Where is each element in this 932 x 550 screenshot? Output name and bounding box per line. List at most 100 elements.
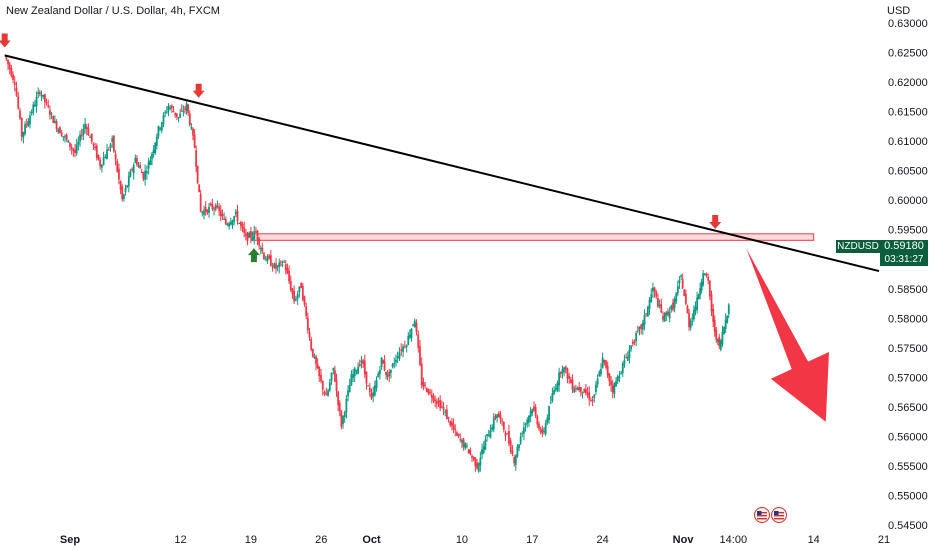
candle-body: [310, 339, 313, 350]
candle-body: [12, 74, 14, 80]
price-tick-label: 0.61500: [888, 107, 928, 119]
candle-body: [241, 224, 244, 229]
candle-body: [479, 457, 482, 466]
candle-body: [195, 150, 198, 167]
candle-body: [650, 294, 653, 303]
candle-body: [439, 400, 442, 409]
price-tick-label: 0.60500: [888, 166, 928, 178]
candle-body: [718, 336, 721, 347]
candle-body: [583, 388, 586, 393]
us-flag-event-icon-2[interactable]: [771, 507, 787, 523]
candle-body: [327, 390, 329, 396]
candle-body: [187, 104, 190, 113]
trendline[interactable]: [4, 54, 880, 273]
candle-body: [593, 394, 596, 398]
candle-body: [665, 312, 668, 316]
candle-body: [7, 59, 9, 65]
candle-body: [683, 289, 686, 297]
candle-body: [686, 305, 689, 314]
candle-body: [391, 363, 394, 367]
candle-body: [17, 96, 20, 109]
candle-body: [526, 419, 529, 424]
candle-body: [375, 379, 378, 389]
candle-body: [590, 400, 592, 402]
candle-body: [724, 319, 727, 329]
candle-body: [630, 345, 633, 350]
candle-body: [727, 304, 730, 315]
candle-body: [693, 309, 695, 320]
candle-body: [380, 357, 383, 368]
candle-body: [541, 428, 544, 434]
candle-body: [313, 356, 316, 358]
candle-body: [549, 402, 552, 404]
candle-body: [154, 142, 157, 153]
candle-body: [623, 359, 626, 365]
candle-body: [180, 110, 183, 112]
time-axis[interactable]: Sep 12 19 26 Oct 10 17 24 Nov 14:00 14 21: [60, 534, 890, 546]
candle-body: [451, 421, 453, 426]
projection-arrow[interactable]: [746, 248, 830, 422]
candle-body: [251, 236, 254, 241]
price-tick-label: 0.61000: [888, 136, 928, 148]
candle-body: [85, 126, 88, 129]
candle-body: [518, 444, 520, 448]
candle-body: [553, 389, 555, 395]
price-axis[interactable]: 0.63000 0.62500 0.62000 0.61500 0.61000 0.605…: [888, 18, 928, 532]
candle-body: [142, 172, 145, 180]
candle-body: [613, 383, 616, 395]
candle-body: [38, 91, 41, 95]
candle-body: [691, 317, 694, 320]
candle-body: [57, 129, 60, 133]
candle-body: [569, 379, 572, 384]
candle-body: [444, 411, 447, 413]
candle-body: [721, 331, 724, 345]
time-tick-label: Sep: [60, 534, 80, 546]
candle-body: [342, 416, 344, 424]
price-tick-label: 0.58500: [888, 284, 928, 296]
candle-body: [170, 105, 173, 109]
candle-body: [697, 294, 700, 300]
candle-body: [303, 296, 306, 305]
candle-body: [268, 255, 271, 259]
candle-body: [620, 372, 622, 374]
candle-body: [226, 224, 229, 226]
candle-body: [185, 103, 188, 111]
candle-body: [213, 208, 215, 210]
candle-body: [246, 232, 249, 242]
currency-label: USD: [887, 5, 911, 17]
candle-body: [611, 385, 614, 393]
candle-body: [464, 443, 467, 449]
candle-body: [716, 338, 719, 342]
candle-body: [35, 96, 38, 107]
candle-body: [702, 273, 705, 286]
candle-body: [321, 380, 324, 390]
candle-body: [271, 266, 274, 268]
candle-body: [425, 388, 428, 392]
candle-body: [427, 389, 430, 394]
candle-body: [534, 407, 537, 416]
candle-body: [60, 132, 63, 137]
time-tick-label: 14:00: [720, 534, 748, 546]
candle-body: [595, 384, 597, 392]
candle-body: [459, 439, 462, 441]
candle-body: [407, 335, 410, 345]
candle-body: [231, 220, 234, 226]
candle-body: [688, 312, 690, 327]
candle-body: [484, 439, 487, 450]
candle-body: [308, 332, 311, 338]
candle-body: [29, 115, 31, 125]
candle-body: [132, 164, 135, 174]
candle-body: [127, 176, 130, 187]
candle-body: [388, 371, 391, 377]
candle-body: [350, 374, 353, 386]
candle-body: [99, 159, 102, 167]
candle-body: [574, 387, 577, 389]
candle-body: [586, 393, 589, 395]
candle-body: [636, 330, 639, 332]
candle-body: [352, 373, 354, 378]
candle-body: [539, 430, 542, 433]
candle-body: [640, 324, 643, 329]
candle-body: [353, 368, 356, 377]
us-flag-event-icon[interactable]: [754, 507, 770, 523]
